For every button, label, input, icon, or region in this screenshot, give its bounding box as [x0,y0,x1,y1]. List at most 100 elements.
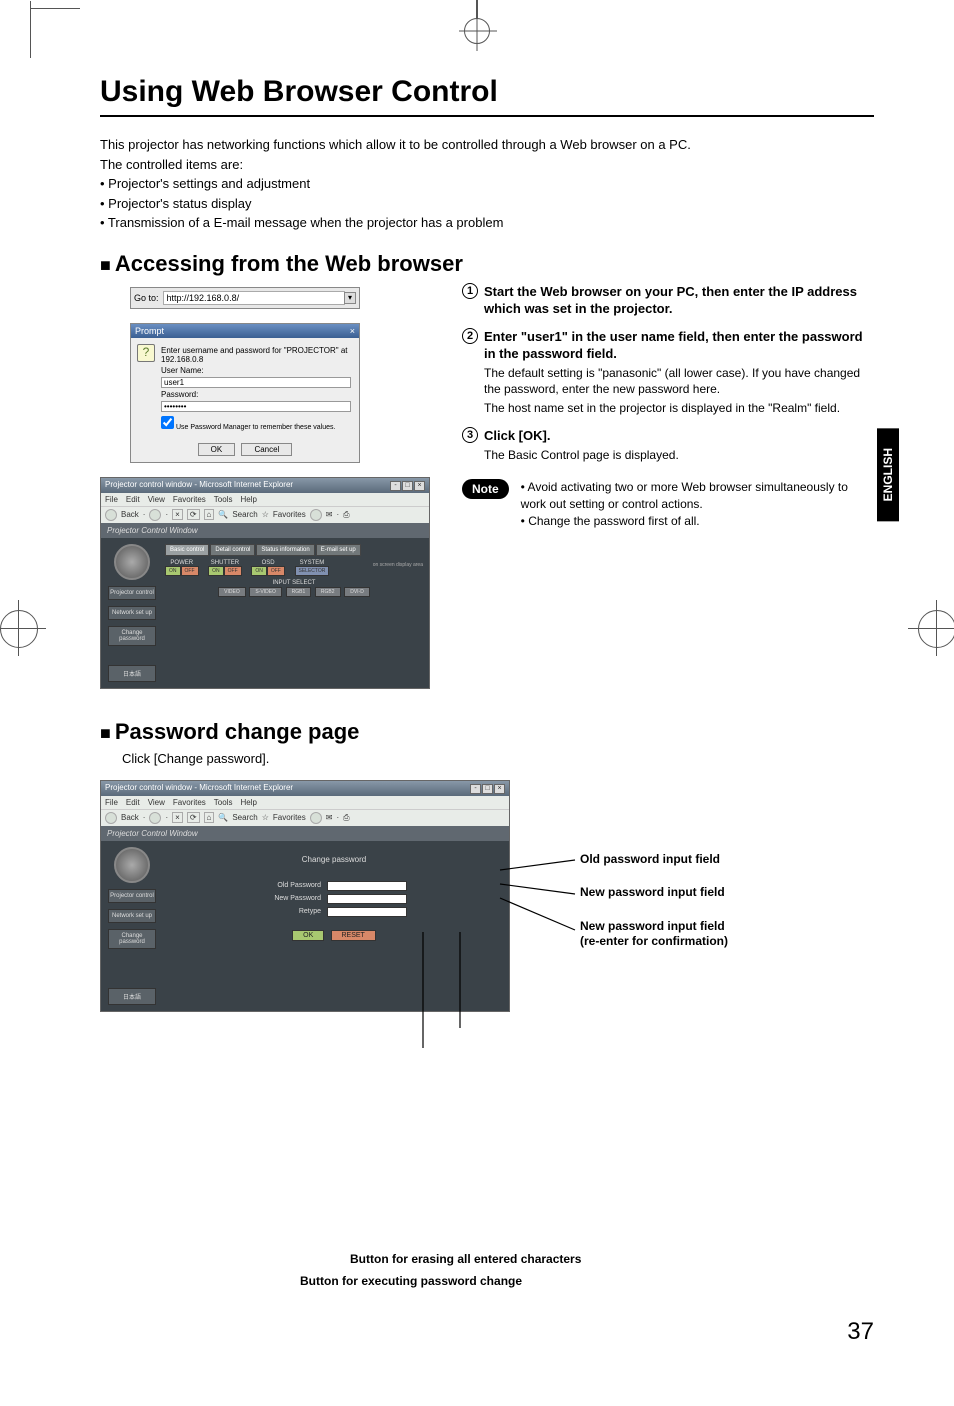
retype-password-input[interactable] [327,907,407,917]
stop-icon[interactable]: × [172,509,183,520]
history-icon[interactable] [310,812,322,824]
forward-icon[interactable] [149,509,161,521]
page-title: Using Web Browser Control [100,75,874,117]
history-icon[interactable] [310,509,322,521]
osd-area-label: on screen display area [373,562,423,568]
username-input[interactable]: user1 [161,377,351,388]
address-url-input[interactable]: http://192.168.0.8/ [163,291,345,305]
page-number: 37 [100,1318,874,1346]
password-input[interactable]: •••••••• [161,401,351,412]
menu-tools[interactable]: Tools [214,798,233,807]
sidebar-japanese[interactable]: 日本語 [108,665,156,682]
back-label: Back [121,813,139,822]
menu-help[interactable]: Help [240,495,256,504]
menu-favorites[interactable]: Favorites [173,798,206,807]
ok-button[interactable]: OK [198,443,236,456]
power-on-button[interactable]: ON [165,566,181,576]
step-1-text: Start the Web browser on your PC, then e… [484,283,874,318]
remember-checkbox[interactable] [161,416,174,429]
input-svideo-button[interactable]: S-VIDEO [249,587,282,597]
intro-bullet: • Transmission of a E-mail message when … [100,213,874,233]
favorites-label: Favorites [273,813,306,822]
control-window-header: Projector Control Window [101,826,509,841]
menu-view[interactable]: View [148,495,165,504]
power-off-button[interactable]: OFF [181,566,199,576]
cancel-button[interactable]: Cancel [241,443,292,456]
sidebar-change-password[interactable]: Change password [108,626,156,646]
menu-favorites[interactable]: Favorites [173,495,206,504]
minimize-icon[interactable]: - [470,784,481,794]
input-rgb2-button[interactable]: RGB2 [315,587,341,597]
step-2-detail: The host name set in the projector is di… [484,400,874,417]
menu-help[interactable]: Help [240,798,256,807]
password-ok-button[interactable]: OK [292,930,324,941]
menu-bar: File Edit View Favorites Tools Help [101,796,509,809]
callout-ok-button: Button for executing password change [300,1274,874,1288]
osd-on-button[interactable]: ON [251,566,267,576]
print-icon[interactable]: ⎙ [343,813,349,823]
menu-edit[interactable]: Edit [126,495,140,504]
password-reset-button[interactable]: RESET [331,930,376,941]
refresh-icon[interactable]: ⟳ [187,509,200,520]
back-icon[interactable] [105,812,117,824]
tab-status-info[interactable]: Status information [256,544,314,556]
search-icon[interactable]: 🔍 [218,510,228,519]
sidebar-japanese[interactable]: 日本語 [108,988,156,1005]
tab-basic-control[interactable]: Basic control [165,544,209,556]
mail-icon[interactable]: ✉ [326,813,333,822]
sidebar-change-password[interactable]: Change password [108,929,156,949]
intro-line: The controlled items are: [100,155,874,175]
new-password-input[interactable] [327,894,407,904]
sidebar-projector-control[interactable]: Projector control [108,586,156,600]
step-3-number: 3 [462,427,478,443]
print-icon[interactable]: ⎙ [343,510,349,520]
home-icon[interactable]: ⌂ [204,812,215,823]
maximize-icon[interactable]: □ [402,481,413,491]
shutter-off-button[interactable]: OFF [224,566,242,576]
sidebar-network-setup[interactable]: Network set up [108,909,156,923]
sidebar-network-setup[interactable]: Network set up [108,606,156,620]
control-window-header: Projector Control Window [101,523,429,538]
forward-icon[interactable] [149,812,161,824]
close-icon[interactable]: × [350,326,355,336]
mail-icon[interactable]: ✉ [326,510,333,519]
minimize-icon[interactable]: - [390,481,401,491]
sidebar-projector-control[interactable]: Projector control [108,889,156,903]
tab-email-setup[interactable]: E-mail set up [316,544,361,556]
favorites-icon[interactable]: ☆ [262,813,269,822]
address-dropdown-icon[interactable]: ▾ [344,292,356,304]
back-icon[interactable] [105,509,117,521]
menu-file[interactable]: File [105,495,118,504]
osd-off-button[interactable]: OFF [267,566,285,576]
input-video-button[interactable]: VIDEO [218,587,246,597]
remember-label: Use Password Manager to remember these v… [176,424,336,431]
favorites-icon[interactable]: ☆ [262,510,269,519]
username-label: User Name: [161,366,351,375]
note-item: • Change the password first of all. [521,513,874,530]
close-icon[interactable]: × [494,784,505,794]
prompt-title: Prompt [135,326,164,336]
menu-edit[interactable]: Edit [126,798,140,807]
system-selector-button[interactable]: SELECTOR [295,566,330,576]
home-icon[interactable]: ⌂ [204,509,215,520]
tab-detail-control[interactable]: Detail control [210,544,255,556]
intro-bullet: • Projector's status display [100,194,874,214]
callout-retype-password: New password input field(re-enter for co… [580,919,728,950]
menu-tools[interactable]: Tools [214,495,233,504]
stop-icon[interactable]: × [172,812,183,823]
maximize-icon[interactable]: □ [482,784,493,794]
search-icon[interactable]: 🔍 [218,813,228,822]
menu-file[interactable]: File [105,798,118,807]
input-dvid-button[interactable]: DVI-D [344,587,370,597]
old-password-label: Old Password [261,882,321,889]
input-select-label: INPUT SELECT [165,580,423,586]
menu-view[interactable]: View [148,798,165,807]
close-icon[interactable]: × [414,481,425,491]
back-label: Back [121,510,139,519]
old-password-input[interactable] [327,881,407,891]
input-rgb1-button[interactable]: RGB1 [286,587,312,597]
step-2-number: 2 [462,328,478,344]
section-accessing: ■Accessing from the Web browser [100,251,874,277]
refresh-icon[interactable]: ⟳ [187,812,200,823]
shutter-on-button[interactable]: ON [208,566,224,576]
